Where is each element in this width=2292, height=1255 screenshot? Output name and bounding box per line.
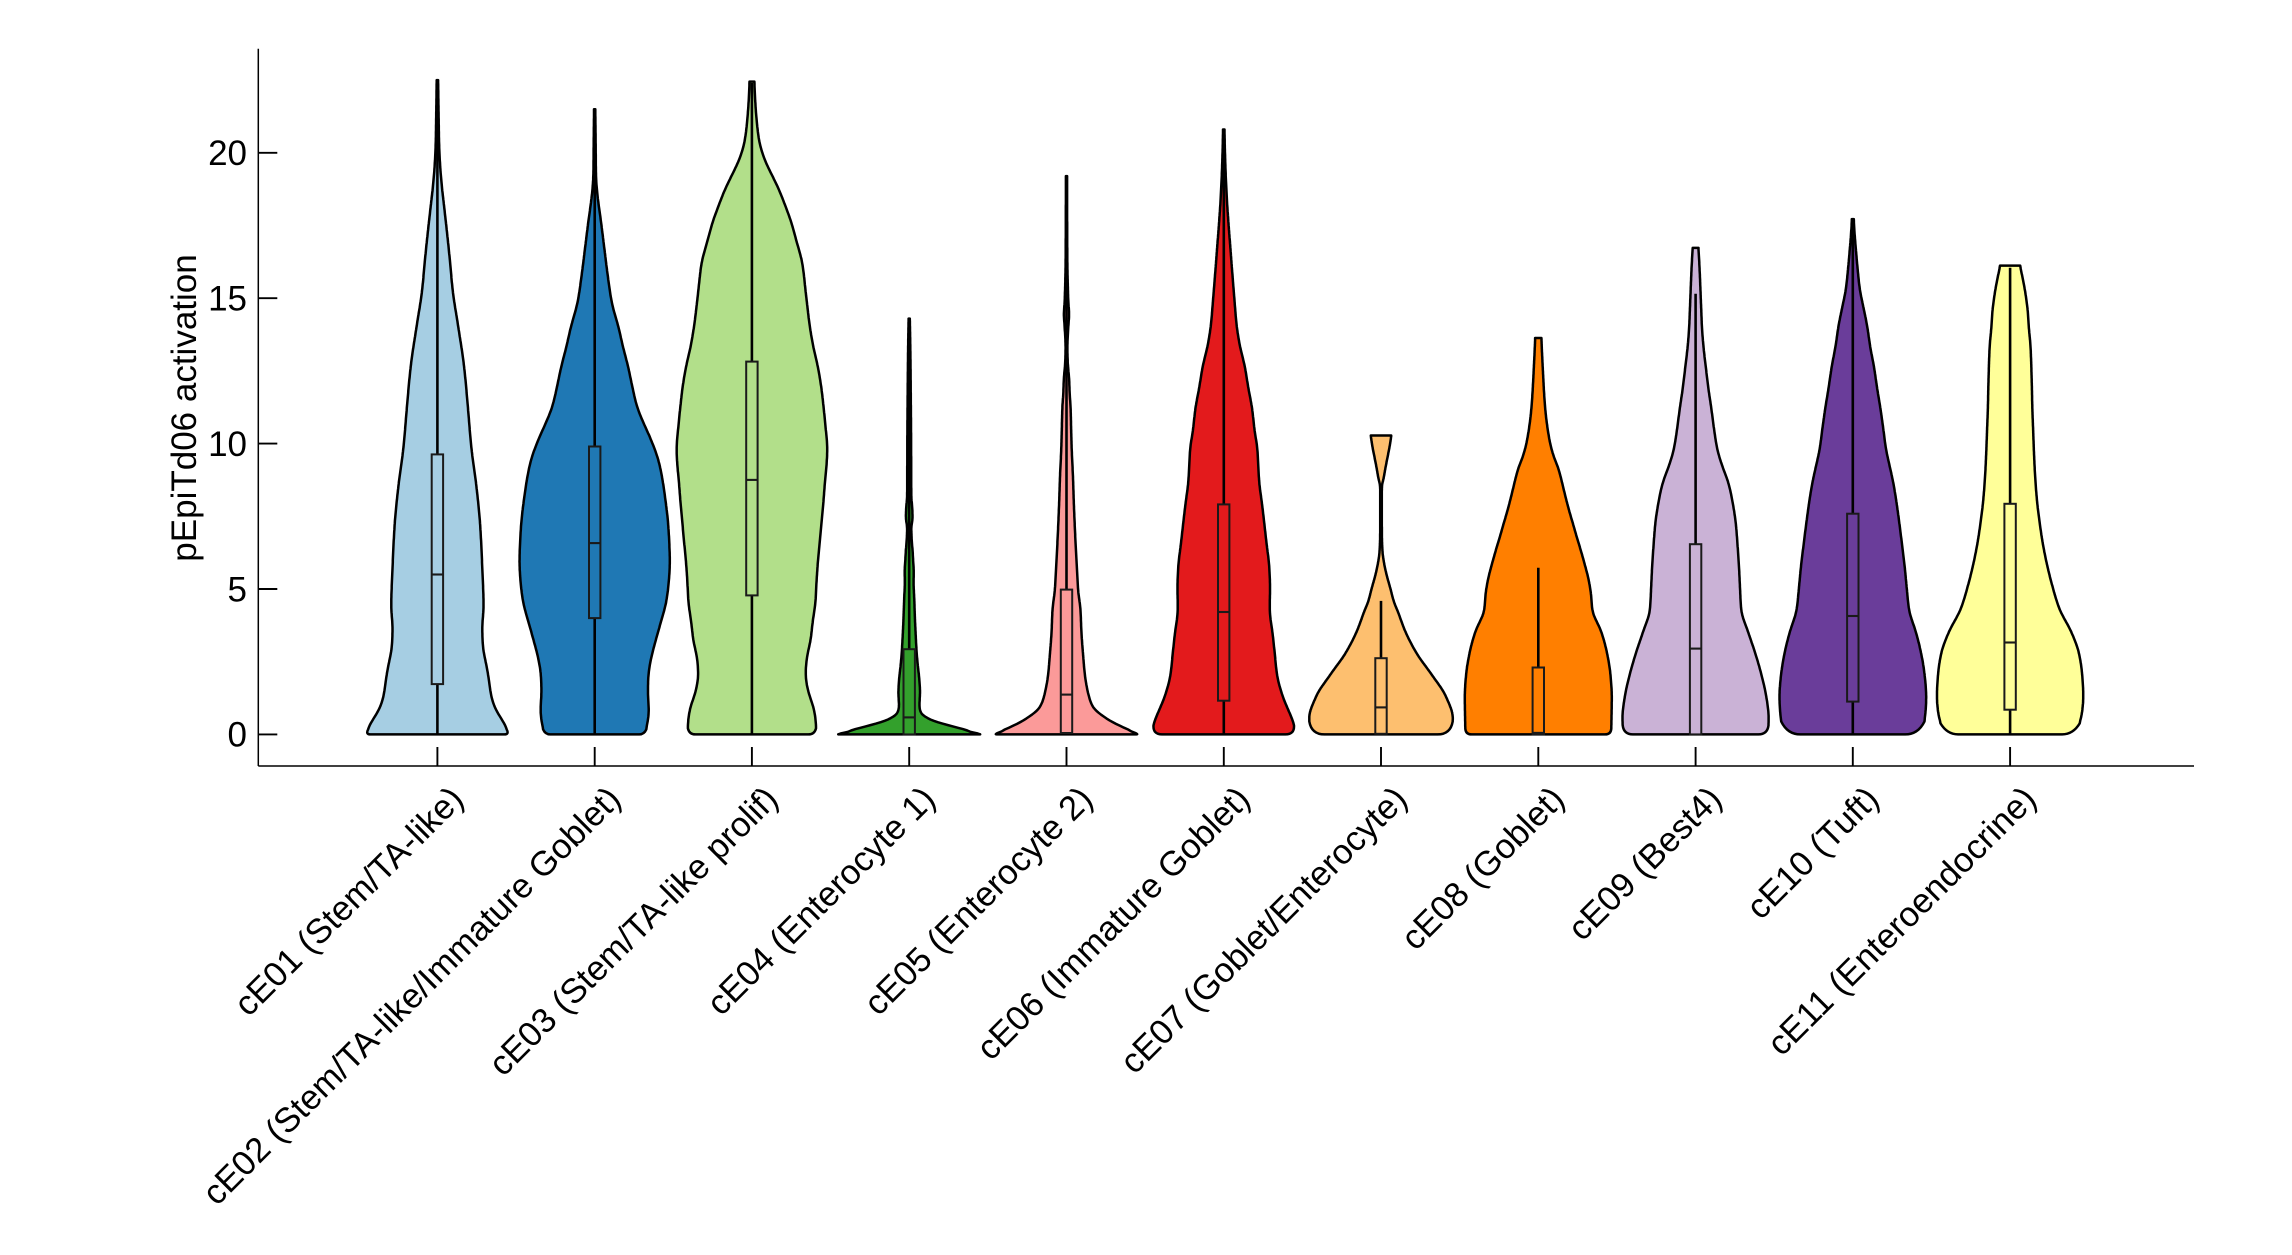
svg-text:20: 20: [208, 134, 247, 173]
svg-text:15: 15: [208, 280, 247, 319]
svg-text:0: 0: [228, 716, 247, 755]
svg-text:5: 5: [228, 570, 247, 609]
svg-text:pEpiTd06 activation: pEpiTd06 activation: [165, 254, 204, 561]
svg-text:10: 10: [208, 425, 247, 464]
